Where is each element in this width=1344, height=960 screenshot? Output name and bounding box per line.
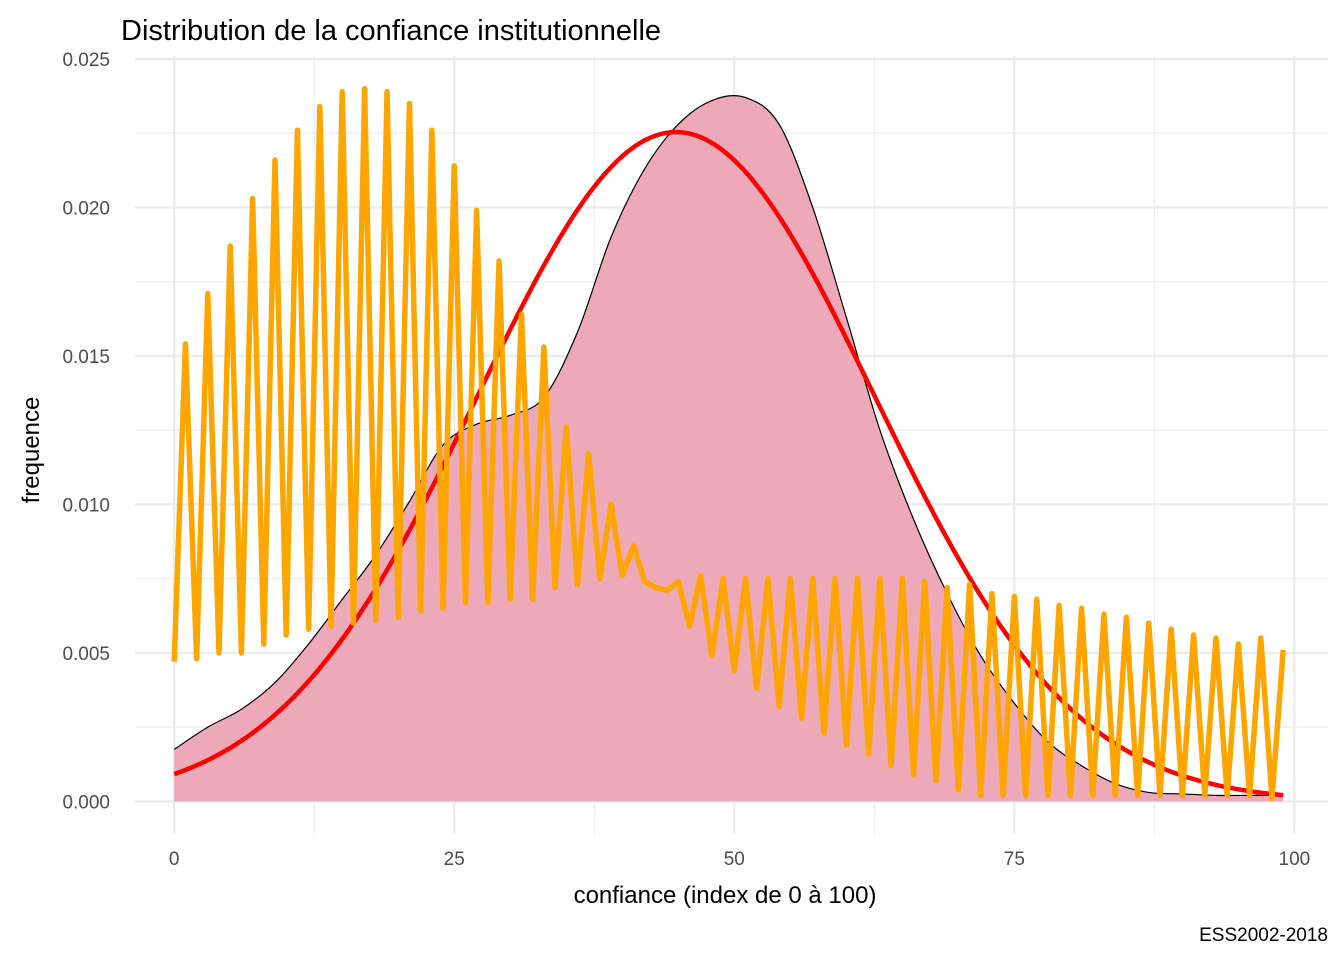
x-tick-label: 75 (1004, 849, 1025, 870)
y-axis-ticks: 0.000 0.005 0.010 0.015 0.020 0.025 (62, 50, 110, 813)
y-tick-label: 0.015 (62, 347, 110, 368)
y-tick-label: 0.020 (62, 198, 110, 219)
y-tick-label: 0.010 (62, 495, 110, 516)
x-axis-title: confiance (index de 0 à 100) (574, 882, 877, 909)
x-tick-label: 100 (1279, 849, 1311, 870)
frequency-line (171, 85, 1286, 802)
y-axis-title: frequence (18, 397, 45, 504)
x-tick-label: 0 (169, 849, 180, 870)
chart-title: Distribution de la confiance institution… (121, 15, 661, 47)
plot-area (171, 85, 1286, 802)
y-tick-label: 0.000 (62, 792, 110, 813)
x-tick-label: 25 (444, 849, 465, 870)
x-axis-ticks: 0 25 50 75 100 (169, 849, 1310, 870)
y-tick-label: 0.025 (62, 50, 110, 71)
x-tick-label: 50 (724, 849, 745, 870)
chart-caption: ESS2002-2018 (1199, 925, 1328, 946)
density-area (174, 95, 1284, 802)
y-tick-label: 0.005 (62, 644, 110, 665)
